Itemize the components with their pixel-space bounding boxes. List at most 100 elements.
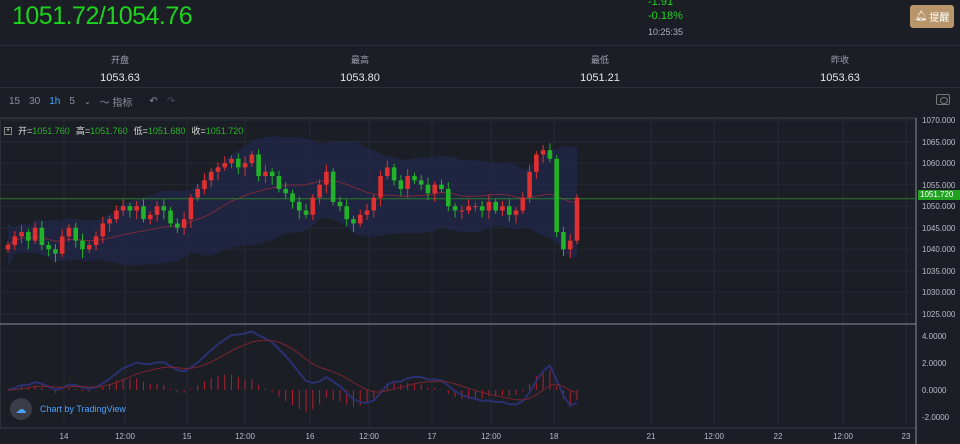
candle-body [378, 176, 383, 198]
candle-body [534, 154, 539, 172]
candle-body [567, 240, 573, 250]
stat-low: 最低 1051.21 [580, 55, 620, 84]
stat-prev-close: 昨收 1053.63 [820, 55, 860, 84]
x-tick: 18 [549, 432, 559, 441]
candle-body [439, 184, 444, 189]
candle-body [459, 210, 465, 212]
candle-body [229, 158, 234, 164]
candle-body [107, 219, 112, 224]
interval-5[interactable]: 5 [69, 95, 75, 107]
camera-icon[interactable] [936, 94, 950, 105]
candle-body [500, 206, 505, 211]
candle-body [418, 180, 424, 185]
candle-body [175, 223, 180, 228]
candle-body [120, 206, 126, 211]
candle-body [364, 210, 370, 215]
candle-body [269, 171, 275, 177]
x-tick: 12:00 [480, 432, 502, 441]
candle-body [493, 201, 499, 211]
candle-body [385, 167, 390, 177]
stat-open: 开盘 1053.63 [100, 55, 140, 84]
candle-body [351, 219, 356, 224]
candle-body [19, 232, 24, 237]
candle-body [188, 197, 194, 220]
interval-30[interactable]: 30 [29, 95, 41, 107]
candle-body [222, 163, 228, 168]
price-tick: 1025.000 [922, 309, 956, 319]
x-tick: 23 [901, 432, 911, 441]
candle-body [195, 188, 200, 198]
candle-body [114, 210, 119, 220]
interval-1h[interactable]: 1h [49, 95, 61, 107]
x-tick: 14 [59, 432, 69, 441]
quote-header: 1051.72/1054.76 -1.91 -0.18% 10:25:35 🔔︎… [0, 0, 960, 46]
candle-body [317, 184, 322, 198]
candle-body [540, 150, 546, 155]
undo-icon[interactable]: ↶ [149, 95, 158, 107]
candle-body [412, 176, 417, 181]
candle-body [236, 158, 241, 168]
interval-15[interactable]: 15 [9, 95, 21, 107]
x-tick: 17 [427, 432, 437, 441]
legend-open: 1051.760 [32, 126, 70, 136]
candle-body [506, 206, 512, 215]
candle-body [134, 206, 140, 211]
price-tick: 1030.000 [922, 288, 956, 298]
candle-body [127, 206, 133, 211]
macd-tick: -2.0000 [922, 413, 950, 422]
x-tick: 12:00 [114, 432, 136, 441]
candle-body [276, 176, 282, 189]
macd-tick: 4.0000 [922, 332, 947, 341]
chart-toolbar: 15 30 1h 5 ⌄ 〜 指标 ↶ ↷ [0, 90, 960, 112]
x-tick: 22 [773, 432, 783, 441]
candle-body [371, 197, 377, 211]
candle-body [181, 219, 187, 228]
candle-body [215, 167, 221, 172]
redo-icon[interactable]: ↷ [166, 95, 176, 107]
x-tick: 12:00 [358, 432, 380, 441]
candle-body [147, 214, 153, 220]
collapse-icon[interactable]: + [4, 126, 12, 135]
price-tick: 1035.000 [922, 266, 956, 276]
candle-body [547, 150, 553, 159]
candle-body [93, 236, 99, 245]
candle-body [310, 197, 316, 215]
candle-body [100, 223, 106, 237]
chevron-down-icon[interactable]: ⌄ [83, 96, 91, 106]
indicators-button[interactable]: 〜 指标 [99, 97, 133, 109]
candle-body [168, 210, 173, 224]
candle-body [574, 197, 580, 241]
macd-tick: 2.0000 [922, 359, 947, 368]
price-tick: 1060.000 [922, 159, 956, 169]
macd-tick: 0.0000 [922, 386, 947, 395]
candle-body [296, 201, 302, 211]
candle-body [479, 206, 485, 211]
candle-body [73, 227, 79, 241]
candle-body [520, 197, 526, 211]
price-tick: 1055.000 [922, 180, 956, 190]
price-chart[interactable] [0, 115, 960, 444]
indicator-wave-icon: 〜 [99, 97, 110, 109]
x-tick: 12:00 [832, 432, 854, 441]
tradingview-logo-icon: ☁ [10, 398, 32, 420]
candle-body [391, 167, 397, 181]
price-tick: 1065.000 [922, 137, 956, 147]
price-tick: 1045.000 [922, 223, 956, 233]
alert-button[interactable]: 🔔︎ 提醒 [910, 5, 954, 28]
candle-body [80, 240, 85, 250]
price-change: -1.91 [648, 0, 674, 8]
candle-body [303, 210, 309, 215]
candle-body [5, 244, 11, 250]
candle-body [290, 193, 295, 202]
candle-body [141, 206, 146, 220]
signal-line [7, 339, 578, 401]
candle-body [161, 206, 167, 211]
candle-body [39, 227, 45, 245]
x-tick: 21 [646, 432, 656, 441]
tradingview-watermark[interactable]: ☁ Chart by TradingView [10, 398, 126, 420]
candle-body [66, 227, 72, 237]
candle-body [26, 232, 31, 241]
legend-high: 1051.760 [90, 126, 128, 136]
candle-body [208, 171, 214, 181]
candle-body [324, 171, 329, 185]
